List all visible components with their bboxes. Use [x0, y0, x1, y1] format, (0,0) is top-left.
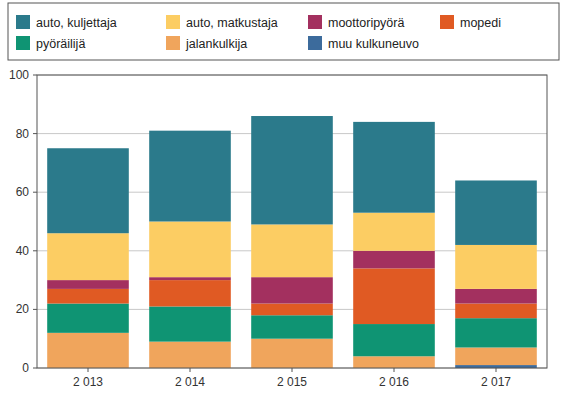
tick-mark — [33, 250, 37, 251]
x-tick-label: 2 014 — [175, 375, 205, 389]
bar-segment — [353, 356, 435, 368]
legend-swatch — [16, 36, 30, 50]
legend-label: auto, kuljettaja — [36, 16, 117, 30]
x-tick-label: 2 013 — [73, 375, 103, 389]
bar-segment — [251, 116, 333, 224]
x-tick-mark — [190, 368, 191, 372]
tick-mark — [33, 368, 37, 369]
bar-segment — [353, 251, 435, 269]
bars — [47, 116, 537, 368]
bar-segment — [47, 280, 129, 289]
bar-segment — [149, 131, 231, 222]
bar-segment — [149, 342, 231, 368]
legend-label: jalankulkija — [185, 37, 247, 51]
bar-segment — [149, 306, 231, 341]
tick-mark — [33, 309, 37, 310]
bar-segment — [455, 289, 537, 304]
y-tick-label: 0 — [22, 361, 29, 375]
x-tick-mark — [394, 368, 395, 372]
bar-segment — [455, 347, 537, 365]
bar-segment — [149, 222, 231, 278]
legend-label: moottoripyörä — [328, 16, 404, 30]
bar-segment — [251, 277, 333, 303]
chart: 0 20 40 60 80 100 2 013 2 014 2 015 2 016 2 017 aut… — [0, 0, 566, 393]
legend-swatch — [166, 15, 180, 29]
bar-segment — [47, 304, 129, 333]
legend-box — [8, 3, 559, 60]
legend-swatch — [440, 15, 454, 29]
bar-segment — [47, 333, 129, 368]
y-tick-label: 100 — [9, 68, 29, 82]
y-tick-label: 60 — [16, 185, 30, 199]
legend-label: pyöräilijä — [36, 37, 85, 51]
bar-segment — [47, 148, 129, 233]
bar-segment — [353, 122, 435, 213]
legend-swatch — [166, 36, 180, 50]
x-tick-label: 2 016 — [379, 375, 409, 389]
x-tick-label: 2 017 — [481, 375, 511, 389]
x-tick-mark — [292, 368, 293, 372]
y-tick-label: 80 — [16, 127, 30, 141]
x-tick-label: 2 015 — [277, 375, 307, 389]
plot-frame — [37, 75, 547, 368]
legend: auto, kuljettaja auto, matkustaja moottori… — [8, 3, 559, 60]
bar-segment — [251, 304, 333, 316]
legend-label: muu kulkuneuvo — [328, 37, 419, 51]
y-tick-label: 20 — [16, 302, 30, 316]
bar-segment — [251, 224, 333, 277]
tick-mark — [33, 192, 37, 193]
bar-segment — [149, 280, 231, 306]
bar-segment — [353, 213, 435, 251]
tick-mark — [33, 75, 37, 76]
bar-segment — [251, 339, 333, 368]
legend-swatch — [308, 15, 322, 29]
bar-segment — [47, 289, 129, 304]
bar-segment — [455, 304, 537, 319]
legend-label: auto, matkustaja — [186, 16, 278, 30]
bar-segment — [455, 180, 537, 244]
bar-segment — [251, 315, 333, 338]
legend-swatch — [308, 36, 322, 50]
tick-mark — [33, 133, 37, 134]
x-tick-mark — [496, 368, 497, 372]
legend-label: mopedi — [460, 16, 501, 30]
legend-swatch — [16, 15, 30, 29]
bar-segment — [455, 318, 537, 347]
bar-segment — [353, 324, 435, 356]
bar-segment — [149, 277, 231, 280]
bar-segment — [47, 233, 129, 280]
y-tick-label: 40 — [16, 244, 30, 258]
x-tick-mark — [88, 368, 89, 372]
bar-segment — [455, 245, 537, 289]
bar-segment — [353, 268, 435, 324]
